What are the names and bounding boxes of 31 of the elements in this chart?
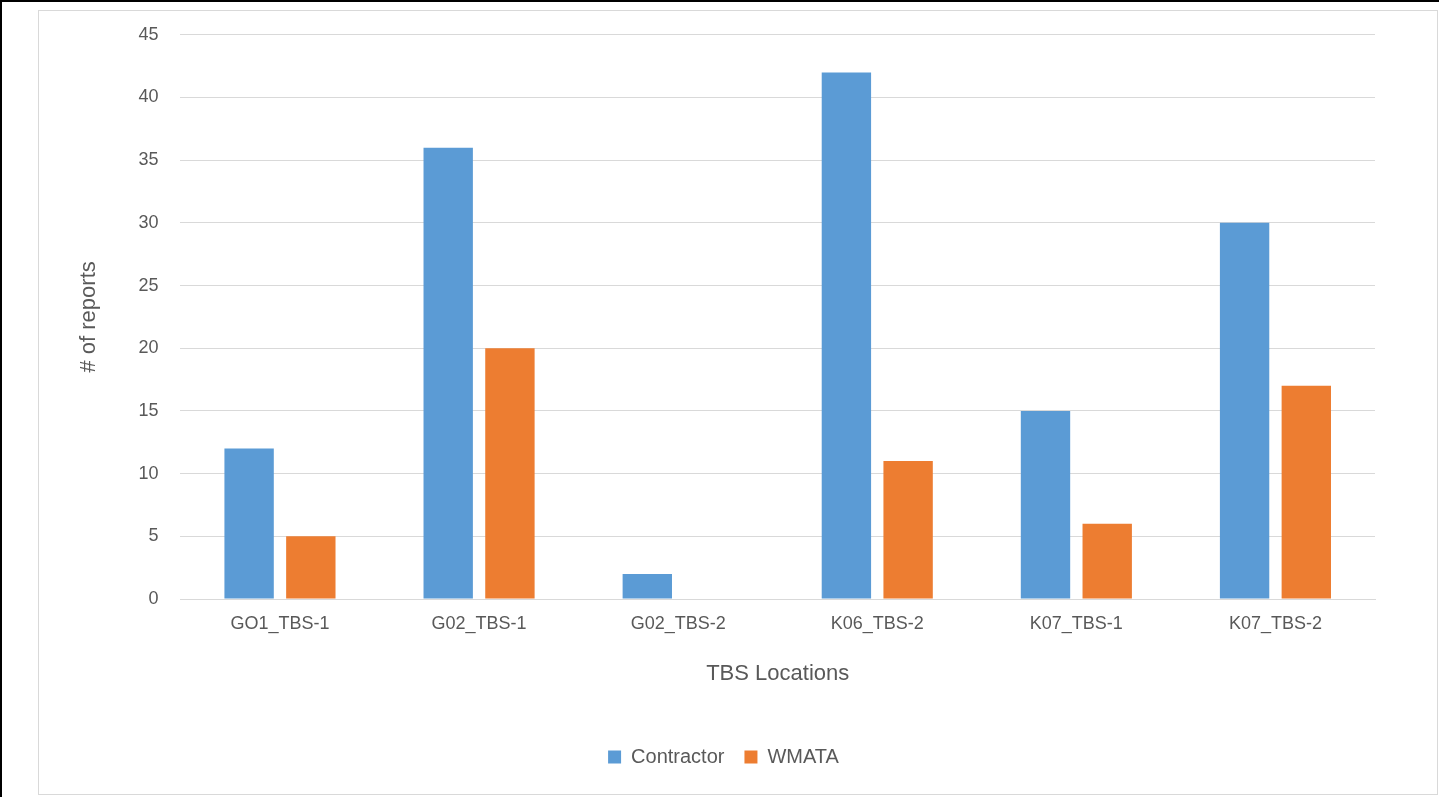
bar bbox=[1219, 222, 1270, 599]
x-tick-label: K07_TBS-2 bbox=[1228, 612, 1322, 634]
x-tick-label: GO1_TBS-1 bbox=[230, 612, 330, 634]
bar bbox=[1082, 523, 1132, 599]
bar bbox=[1281, 385, 1331, 599]
bar bbox=[622, 573, 672, 599]
y-tick-label: 30 bbox=[138, 211, 159, 232]
y-tick-label: 10 bbox=[138, 462, 159, 483]
y-tick-label: 0 bbox=[148, 587, 159, 608]
y-tick-label: 25 bbox=[138, 274, 159, 295]
y-tick-label: 35 bbox=[138, 149, 159, 170]
bar bbox=[883, 461, 933, 599]
x-tick-label: G02_TBS-2 bbox=[630, 612, 726, 634]
bar bbox=[1020, 410, 1071, 599]
bar bbox=[485, 348, 535, 599]
legend-label: WMATA bbox=[767, 744, 840, 767]
y-tick-label: 45 bbox=[138, 23, 159, 44]
x-axis-title: TBS Locations bbox=[706, 659, 850, 685]
legend-label: Contractor bbox=[631, 744, 725, 767]
x-tick-label: K07_TBS-1 bbox=[1029, 612, 1123, 634]
y-tick-label: 5 bbox=[148, 525, 159, 546]
bar bbox=[821, 72, 872, 599]
bar bbox=[286, 536, 336, 599]
y-tick-label: 15 bbox=[138, 399, 159, 420]
y-tick-label: 40 bbox=[138, 86, 159, 107]
y-axis-title: # of reports bbox=[75, 261, 101, 373]
bar bbox=[423, 147, 473, 599]
bar bbox=[224, 448, 274, 599]
x-tick-label: K06_TBS-2 bbox=[830, 612, 924, 634]
y-tick-label: 20 bbox=[138, 337, 159, 358]
x-tick-label: G02_TBS-1 bbox=[431, 612, 527, 634]
